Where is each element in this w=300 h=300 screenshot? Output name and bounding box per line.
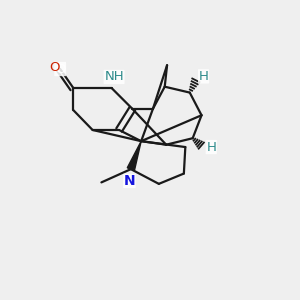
Text: O: O xyxy=(55,62,65,76)
Polygon shape xyxy=(127,141,141,170)
Text: H: H xyxy=(206,141,216,154)
Text: H: H xyxy=(199,70,208,83)
Text: H: H xyxy=(206,141,216,154)
Text: O: O xyxy=(50,61,60,74)
Text: NH: NH xyxy=(104,70,124,83)
Text: N: N xyxy=(124,174,135,188)
Text: H: H xyxy=(199,70,208,83)
Text: N: N xyxy=(124,174,135,188)
Text: NH: NH xyxy=(104,70,124,83)
